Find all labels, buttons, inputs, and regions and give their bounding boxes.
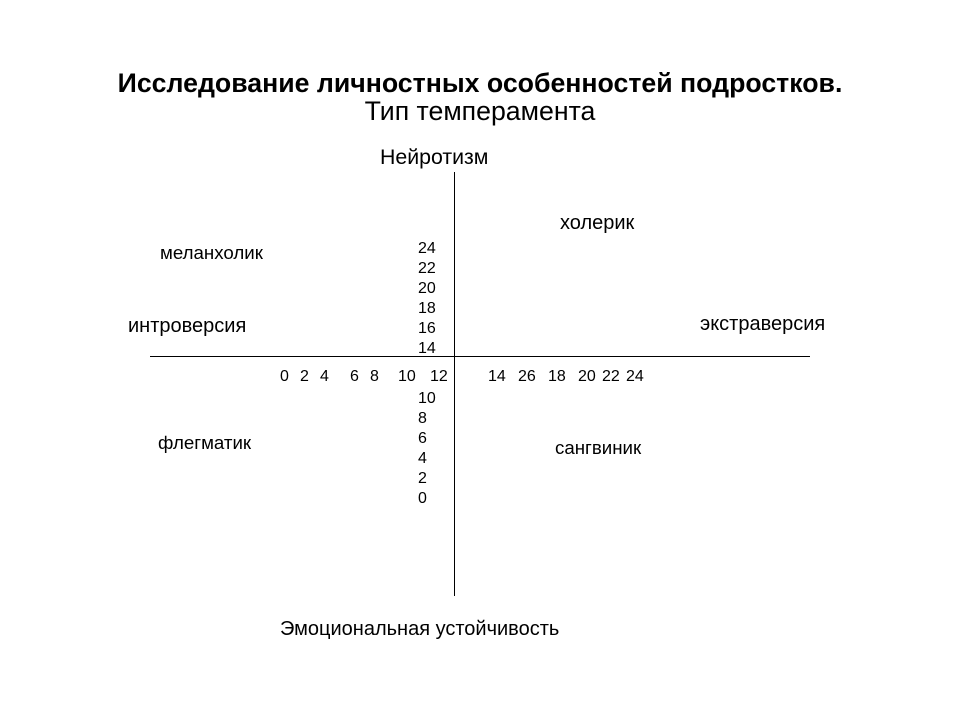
xtick: 14 — [488, 368, 506, 386]
ytick-upper: 16 — [418, 320, 436, 338]
ytick-lower: 6 — [418, 430, 427, 448]
quadrant-top-right: холерик — [560, 212, 634, 235]
xtick: 20 — [578, 368, 596, 386]
ytick-upper: 20 — [418, 280, 436, 298]
xtick: 0 — [280, 368, 289, 386]
xtick: 10 — [398, 368, 416, 386]
xtick: 8 — [370, 368, 379, 386]
quadrant-bottom-right: сангвиник — [555, 437, 641, 459]
xtick: 12 — [430, 368, 448, 386]
chart-title-line2: Тип темперамента — [0, 96, 960, 127]
xtick: 24 — [626, 368, 644, 386]
ytick-lower: 4 — [418, 450, 427, 468]
y-axis — [454, 172, 455, 596]
xtick: 18 — [548, 368, 566, 386]
ytick-lower: 2 — [418, 470, 427, 488]
chart-title-line1: Исследование личностных особенностей под… — [0, 68, 960, 99]
axis-label-right: экстраверсия — [700, 313, 825, 336]
quadrant-bottom-left: флегматик — [158, 432, 251, 454]
xtick: 6 — [350, 368, 359, 386]
ytick-lower: 8 — [418, 410, 427, 428]
ytick-upper: 22 — [418, 260, 436, 278]
axis-label-top: Нейротизм — [380, 145, 488, 170]
xtick: 4 — [320, 368, 329, 386]
x-axis — [150, 356, 810, 357]
ytick-upper: 24 — [418, 240, 436, 258]
axis-label-bottom: Эмоциональная устойчивость — [280, 618, 559, 641]
ytick-lower: 0 — [418, 490, 427, 508]
xtick: 26 — [518, 368, 536, 386]
axis-label-left: интроверсия — [128, 315, 246, 338]
ytick-upper: 18 — [418, 300, 436, 318]
quadrant-top-left: меланхолик — [160, 242, 263, 264]
chart-stage: Исследование личностных особенностей под… — [0, 0, 960, 720]
ytick-upper: 14 — [418, 340, 436, 358]
ytick-lower: 10 — [418, 390, 436, 408]
xtick: 2 — [300, 368, 309, 386]
xtick: 22 — [602, 368, 620, 386]
